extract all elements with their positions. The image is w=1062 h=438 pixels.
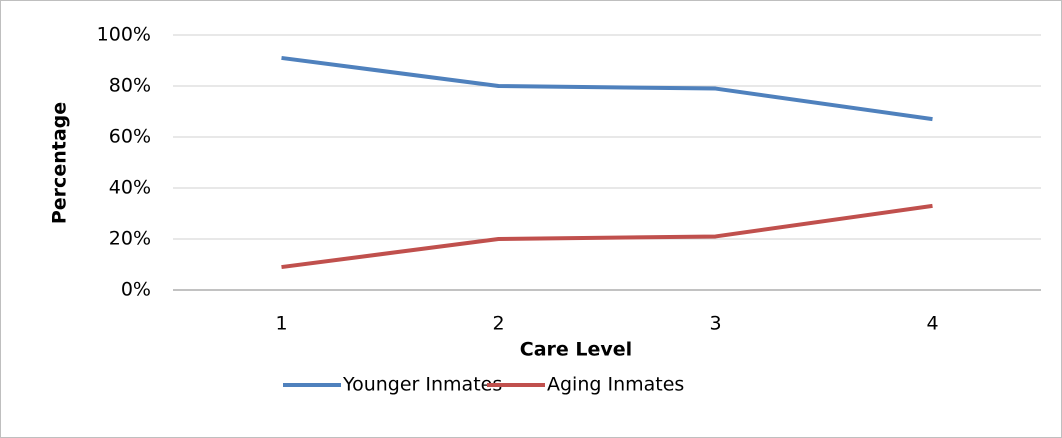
x-tick-label: 2 [492, 313, 504, 335]
legend-label: Aging Inmates [547, 374, 684, 396]
x-tick-label: 3 [709, 313, 721, 335]
y-tick-label: 60% [109, 126, 151, 148]
x-axis-label: Care Level [520, 339, 632, 361]
series-line [281, 203, 933, 270]
y-tick-label: 100% [97, 24, 151, 46]
y-tick-label: 0% [121, 279, 151, 301]
x-tick-label: 4 [926, 313, 938, 335]
y-tick-label: 40% [109, 177, 151, 199]
y-tick-label: 80% [109, 75, 151, 97]
y-axis-label: Percentage [49, 102, 71, 224]
x-tick-label: 1 [275, 313, 287, 335]
y-tick-label: 20% [109, 228, 151, 250]
legend-label: Younger Inmates [342, 374, 502, 396]
series-line [281, 55, 933, 122]
